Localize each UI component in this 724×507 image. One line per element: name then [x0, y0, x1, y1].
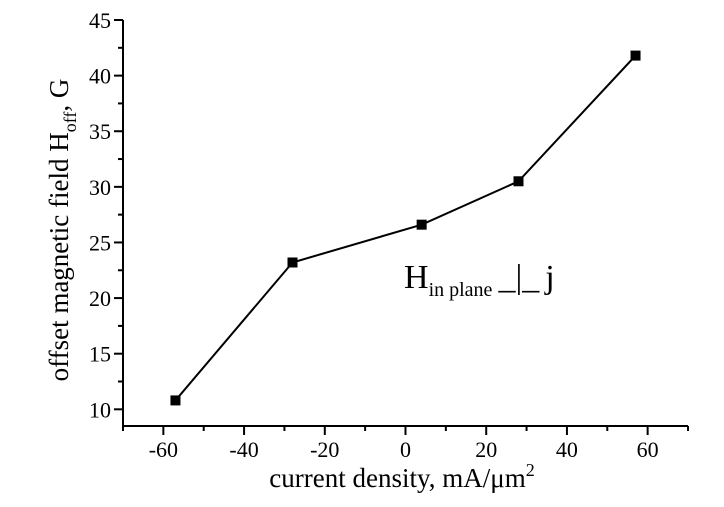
y-axis-title-sub: off: [60, 112, 80, 133]
y-tick-label: 35: [89, 119, 111, 144]
data-point-marker: [513, 176, 524, 187]
x-axis-title-sup: 2: [526, 460, 535, 480]
x-tick-label: 20: [475, 437, 497, 462]
series-line: [174, 54, 637, 402]
data-point-marker: [630, 50, 641, 61]
annotation-j: j: [544, 259, 554, 296]
annotation-perp: _|_: [497, 259, 540, 296]
x-tick-label: 60: [637, 437, 659, 462]
y-tick-label: 20: [89, 286, 111, 311]
y-tick-label: 25: [89, 230, 111, 255]
field-orientation-annotation: Hin plane _|_ j: [404, 259, 555, 301]
y-axis-title-main: offset magnetic field H: [44, 132, 74, 381]
data-point-marker: [170, 395, 181, 406]
x-tick-label: 0: [400, 437, 411, 462]
data-series: [170, 50, 641, 406]
data-point-marker: [416, 219, 427, 230]
y-tick-label: 40: [89, 64, 111, 89]
x-tick-label: -20: [310, 437, 339, 462]
y-tick-label: 10: [89, 397, 111, 422]
y-axis-title-tail: , G: [44, 79, 74, 112]
y-tick-label: 15: [89, 342, 111, 367]
y-tick-label: 30: [89, 175, 111, 200]
annotation-h: H: [404, 259, 429, 296]
x-tick-label: -60: [149, 437, 178, 462]
ticks: -60 -40 -20 0 20 40 60 10 15 20 25 30 35 40 45: [89, 8, 689, 462]
y-tick-label: 45: [89, 8, 111, 33]
y-axis-title: offset magnetic field Hoff, G: [44, 79, 80, 382]
annotation-sub: in plane: [429, 279, 493, 301]
data-point-marker: [287, 257, 298, 268]
axes: [122, 20, 688, 427]
x-axis-title: current density, mA/μm2: [269, 460, 534, 493]
x-tick-label: -40: [229, 437, 258, 462]
x-axis-title-main: current density, mA/μm: [269, 463, 525, 493]
x-tick-label: 40: [556, 437, 578, 462]
